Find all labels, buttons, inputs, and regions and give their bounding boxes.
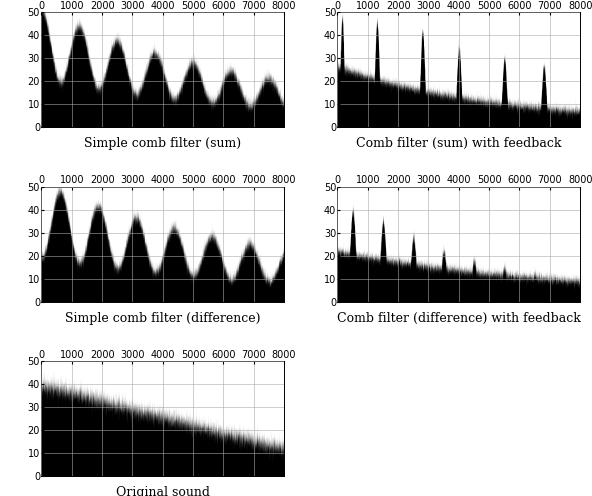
Title: Original sound: Original sound [116, 487, 210, 496]
Title: Comb filter (difference) with feedback: Comb filter (difference) with feedback [337, 312, 581, 325]
Title: Simple comb filter (sum): Simple comb filter (sum) [84, 137, 242, 150]
Title: Comb filter (sum) with feedback: Comb filter (sum) with feedback [356, 137, 562, 150]
Title: Simple comb filter (difference): Simple comb filter (difference) [65, 312, 260, 325]
